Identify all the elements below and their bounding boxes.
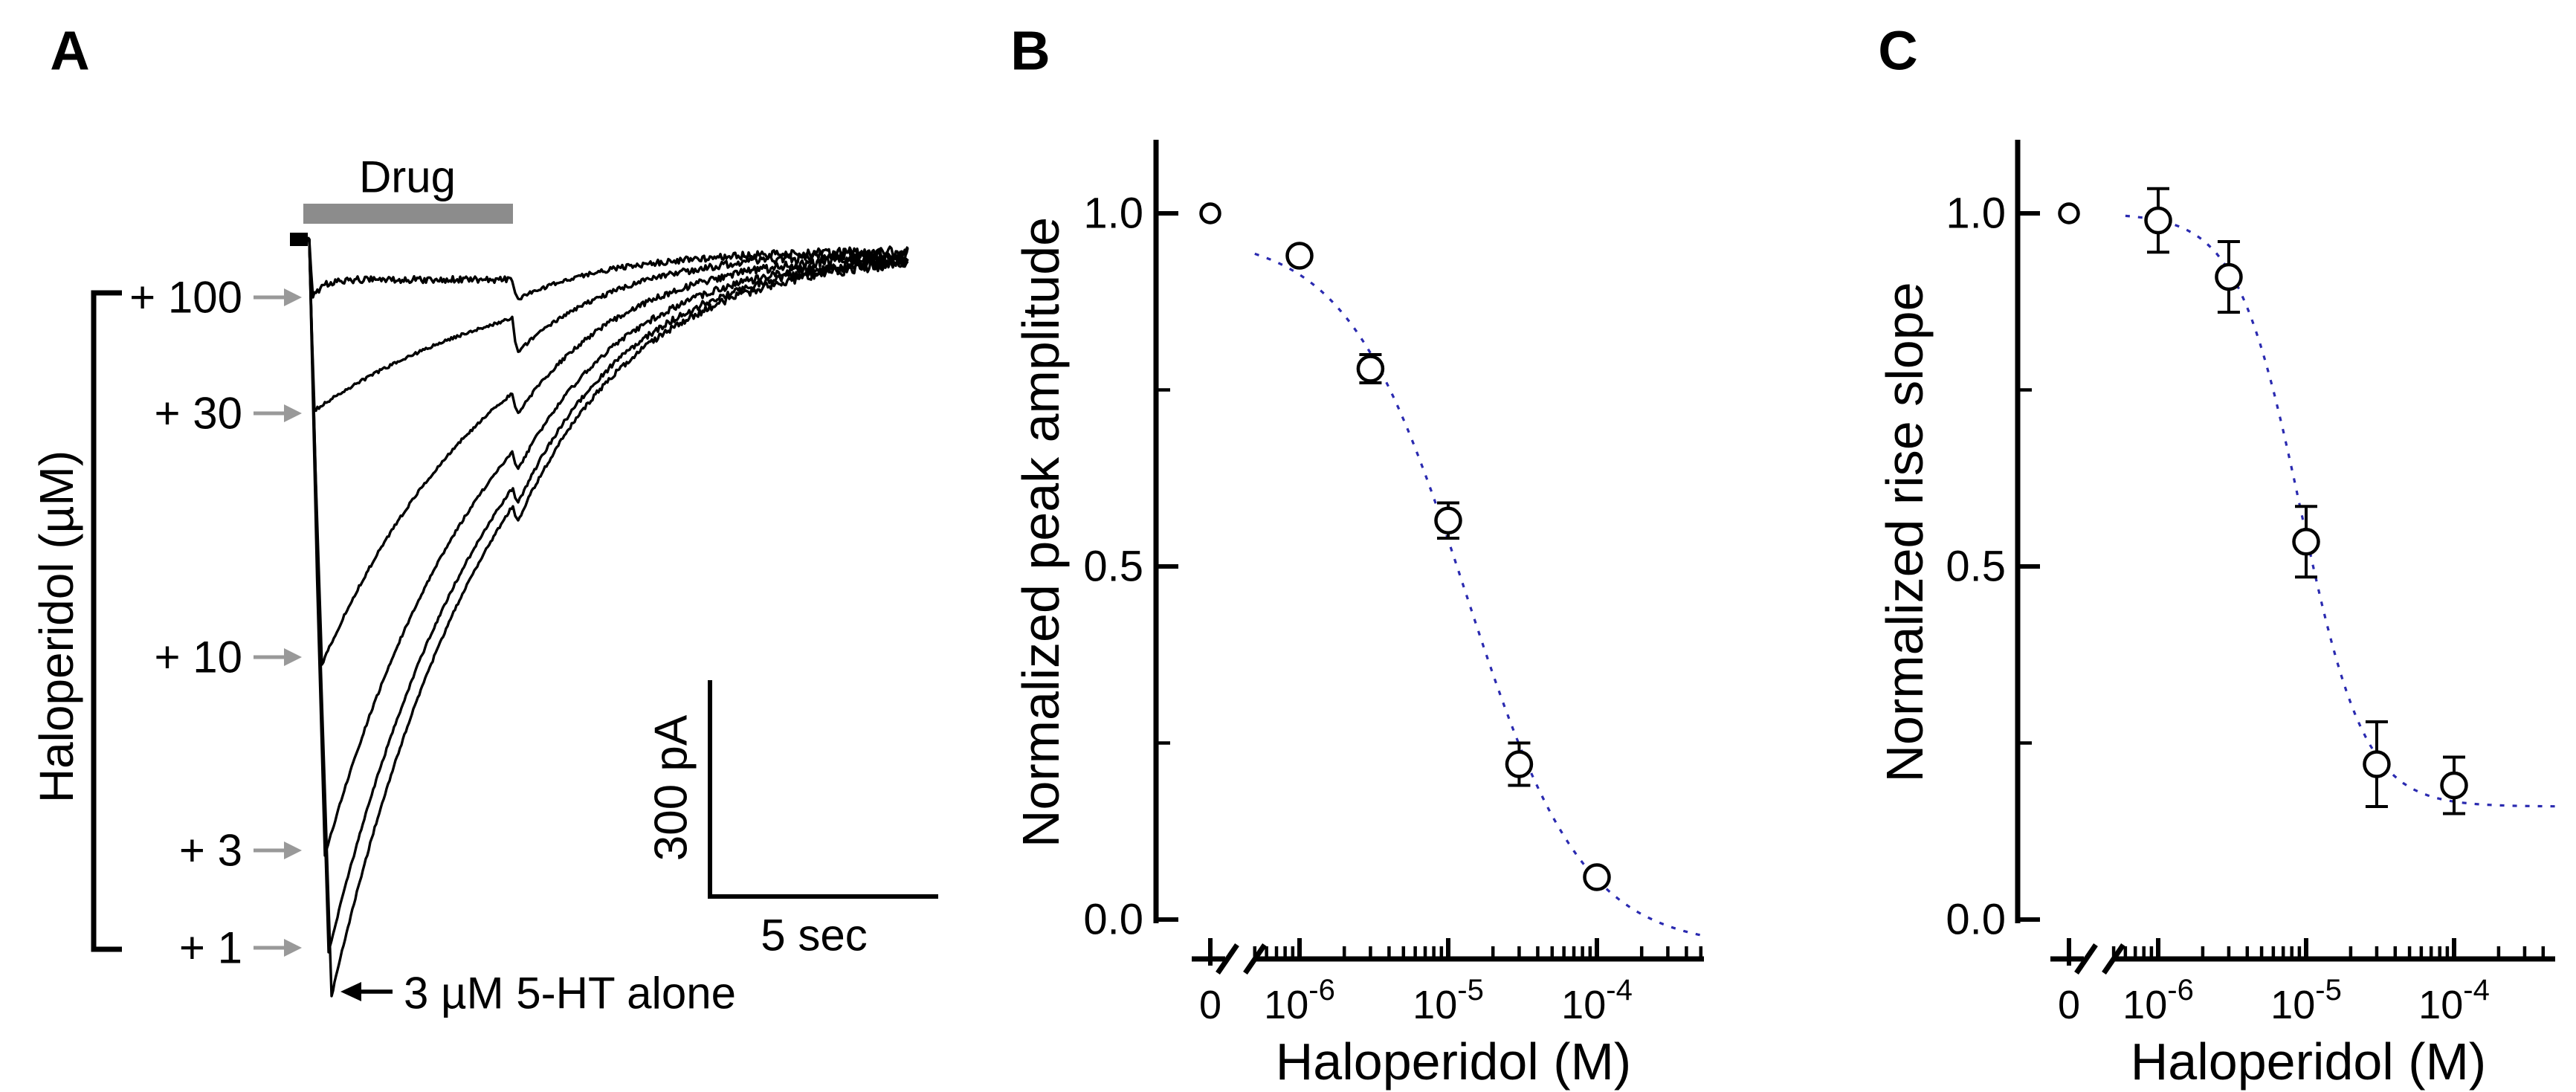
fit-curve xyxy=(1254,252,1704,937)
panel-a-label: A xyxy=(50,20,89,82)
x-tick-label: 0 xyxy=(2058,983,2080,1027)
axis-break-icon xyxy=(1243,943,1267,975)
panel-c-plot: 1.0 0.5 0.0 0 10-6 10-5 10-4 xyxy=(1946,140,2558,1027)
trace-concentration-label: + 1 xyxy=(179,923,242,973)
data-point xyxy=(1199,202,1221,224)
trace--30 xyxy=(290,236,909,413)
data-point xyxy=(1434,506,1462,534)
panel-b-plot: 1.0 0.5 0.0 0 10-6 10-5 10-4 xyxy=(1083,140,1704,1027)
axis-break-icon xyxy=(1216,943,1239,975)
trace-concentration-label: + 100 xyxy=(129,273,242,323)
haloperidol-um-axis-label: Haloperidol (µM) xyxy=(30,450,83,803)
x-tick-label: 10-5 xyxy=(1413,974,1484,1027)
axis-break-icon xyxy=(2102,943,2125,975)
panel-b: B Normalized peak amplitude Haloperidol … xyxy=(1010,20,1704,1091)
right-arrow-icon xyxy=(284,939,302,957)
trace-3-m-5-ht-alone xyxy=(290,236,909,998)
y-tick-label: 1.0 xyxy=(1946,190,2006,238)
right-arrow-icon xyxy=(284,648,302,666)
y-tick-label: 0.0 xyxy=(1083,896,1143,944)
y-tick-label: 0.5 xyxy=(1946,543,2006,591)
right-arrow-icon xyxy=(284,404,302,422)
data-point xyxy=(2440,771,2468,800)
data-point xyxy=(1356,355,1385,383)
right-arrow-icon xyxy=(284,841,302,859)
x-tick-label: 10-4 xyxy=(1561,974,1633,1027)
trace-concentration-label: + 30 xyxy=(155,389,242,439)
fit-curve xyxy=(2125,214,2558,808)
5ht-alone-annotation: 3 µM 5-HT alone xyxy=(404,969,736,1018)
trace-concentration-label: + 10 xyxy=(155,633,242,682)
trace-concentration-label: + 3 xyxy=(179,826,242,876)
trace-group: + 100 + 30 + 10 + 3 + 1 xyxy=(129,236,909,1001)
trace--1 xyxy=(289,236,909,954)
scale-bar-current-label: 300 pA xyxy=(646,714,697,861)
data-point xyxy=(2058,202,2080,224)
x-tick-label: 0 xyxy=(1199,983,1221,1027)
y-tick-label: 0.5 xyxy=(1083,543,1143,591)
panel-c-label: C xyxy=(1878,20,1917,82)
drug-application-bar xyxy=(303,204,513,224)
data-point xyxy=(1505,750,1534,778)
data-point xyxy=(2215,262,2243,291)
scale-bar-time-label: 5 sec xyxy=(761,911,867,960)
scale-bar xyxy=(708,680,938,899)
panel-c: C Normalized rise slope Haloperidol (M) … xyxy=(1876,20,2558,1091)
x-tick-label: 10-6 xyxy=(1264,974,1335,1027)
trace--3 xyxy=(290,237,909,857)
data-point xyxy=(2363,750,2391,778)
data-point xyxy=(2144,206,2172,235)
left-arrow-icon xyxy=(340,982,361,1001)
x-tick-label: 10-4 xyxy=(2418,974,2490,1027)
panel-b-y-axis-title: Normalized peak amplitude xyxy=(1012,217,1070,847)
drug-bar-label: Drug xyxy=(359,152,456,202)
trace--10 xyxy=(291,236,908,666)
axis-break-icon xyxy=(2074,943,2098,975)
concentration-bracket xyxy=(91,290,122,952)
panel-b-x-axis-title: Haloperidol (M) xyxy=(1276,1033,1631,1091)
x-tick-label: 10-6 xyxy=(2123,974,2194,1027)
data-point xyxy=(1285,242,1314,270)
y-tick-label: 0.0 xyxy=(1946,896,2006,944)
panel-a: A Drug Haloperidol (µM) + 100 + 30 + 10 + 3… xyxy=(30,20,938,1018)
x-tick-label: 10-5 xyxy=(2270,974,2342,1027)
data-point xyxy=(2292,528,2320,556)
y-tick-label: 1.0 xyxy=(1083,190,1143,238)
panel-c-x-axis-title: Haloperidol (M) xyxy=(2131,1033,2486,1091)
panel-c-y-axis-title: Normalized rise slope xyxy=(1876,282,1934,782)
right-arrow-icon xyxy=(284,288,302,306)
data-point xyxy=(1583,863,1611,891)
panel-b-label: B xyxy=(1010,20,1050,82)
